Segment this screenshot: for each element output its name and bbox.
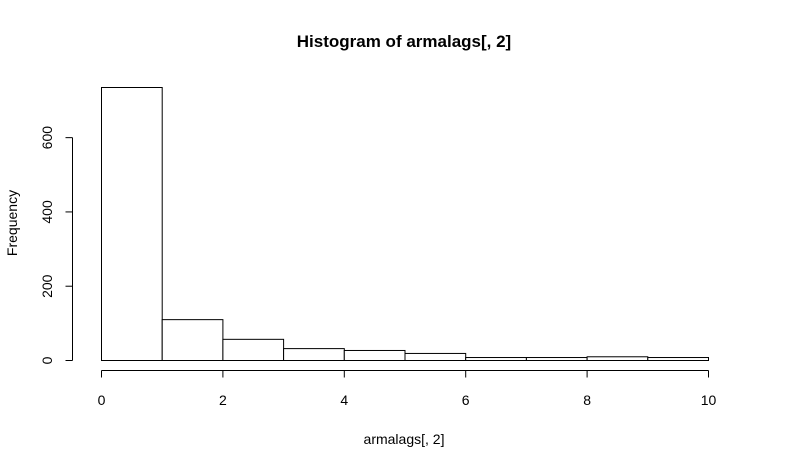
histogram-bar-2 xyxy=(222,338,285,362)
histogram-bar-7 xyxy=(525,357,588,361)
histogram-bar-3 xyxy=(283,348,345,362)
histogram-bar-4 xyxy=(343,349,406,362)
x-tick-label-6: 6 xyxy=(462,392,470,408)
y-tick-label-400: 400 xyxy=(39,200,55,224)
histogram-bar-8 xyxy=(586,356,649,361)
x-tick-label-2: 2 xyxy=(219,392,227,408)
chart-title: Histogram of armalags[, 2] xyxy=(297,32,511,51)
histogram-bar-0 xyxy=(101,87,163,361)
y-axis-label: Frequency xyxy=(4,190,20,256)
y-axis: 0 200 400 600 xyxy=(39,126,73,364)
x-axis-label: armalags[, 2] xyxy=(364,431,445,447)
bars-group xyxy=(101,87,709,362)
histogram-bar-5 xyxy=(404,352,467,362)
x-tick-label-10: 10 xyxy=(701,392,717,408)
x-tick-label-4: 4 xyxy=(340,392,348,408)
histogram-bar-6 xyxy=(465,357,527,361)
x-tick-label-0: 0 xyxy=(98,392,106,408)
y-tick-label-200: 200 xyxy=(39,274,55,298)
histogram-bar-9 xyxy=(647,357,709,361)
x-tick-label-8: 8 xyxy=(583,392,591,408)
histogram-bar-1 xyxy=(161,319,224,361)
y-tick-label-0: 0 xyxy=(39,356,55,364)
y-tick-label-600: 600 xyxy=(39,126,55,150)
x-axis: 0 2 4 6 8 10 xyxy=(98,370,717,408)
